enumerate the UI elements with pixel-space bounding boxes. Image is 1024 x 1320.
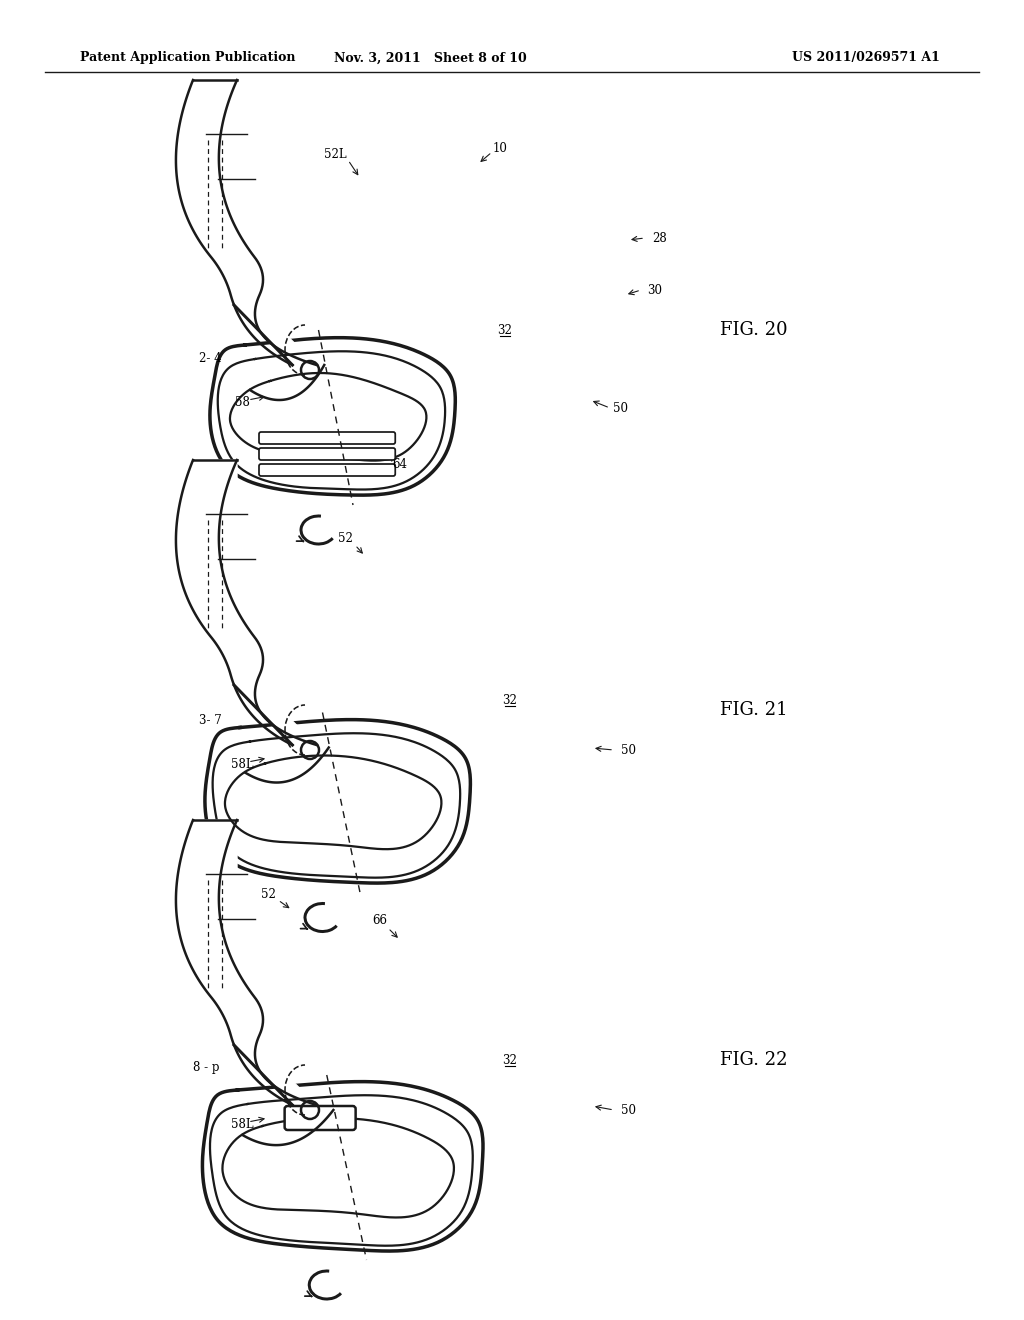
Text: FIG. 22: FIG. 22 <box>720 1051 787 1069</box>
Text: 10: 10 <box>493 141 508 154</box>
Text: FIG. 21: FIG. 21 <box>720 701 787 719</box>
Text: 66: 66 <box>373 913 387 927</box>
Polygon shape <box>203 1081 483 1251</box>
Text: 32: 32 <box>498 323 512 337</box>
Text: 52: 52 <box>338 532 352 544</box>
Text: 52L: 52L <box>324 149 346 161</box>
FancyBboxPatch shape <box>259 447 395 459</box>
Text: 2- 4: 2- 4 <box>199 351 221 364</box>
Text: FIG. 20: FIG. 20 <box>720 321 787 339</box>
Polygon shape <box>193 820 316 1105</box>
Polygon shape <box>193 81 316 366</box>
FancyBboxPatch shape <box>259 465 395 477</box>
Text: 32: 32 <box>503 693 517 706</box>
Text: 58L: 58L <box>230 1118 253 1131</box>
Text: 58: 58 <box>234 396 250 409</box>
Polygon shape <box>210 338 456 495</box>
Text: US 2011/0269571 A1: US 2011/0269571 A1 <box>793 51 940 65</box>
Text: 8 - p: 8 - p <box>193 1061 219 1074</box>
Text: 50: 50 <box>612 401 628 414</box>
Polygon shape <box>193 459 316 744</box>
Text: Patent Application Publication: Patent Application Publication <box>80 51 296 65</box>
Text: 30: 30 <box>647 284 663 297</box>
Text: Nov. 3, 2011   Sheet 8 of 10: Nov. 3, 2011 Sheet 8 of 10 <box>334 51 526 65</box>
Text: 52: 52 <box>260 888 275 902</box>
FancyBboxPatch shape <box>259 432 395 444</box>
Text: 28: 28 <box>652 231 668 244</box>
Text: 50: 50 <box>621 743 636 756</box>
Text: 58L: 58L <box>230 759 253 771</box>
Text: 3- 7: 3- 7 <box>199 714 221 726</box>
Polygon shape <box>205 719 470 883</box>
Text: 64: 64 <box>392 458 408 471</box>
Text: 32: 32 <box>503 1053 517 1067</box>
FancyBboxPatch shape <box>285 1106 355 1130</box>
Text: 50: 50 <box>621 1104 636 1117</box>
